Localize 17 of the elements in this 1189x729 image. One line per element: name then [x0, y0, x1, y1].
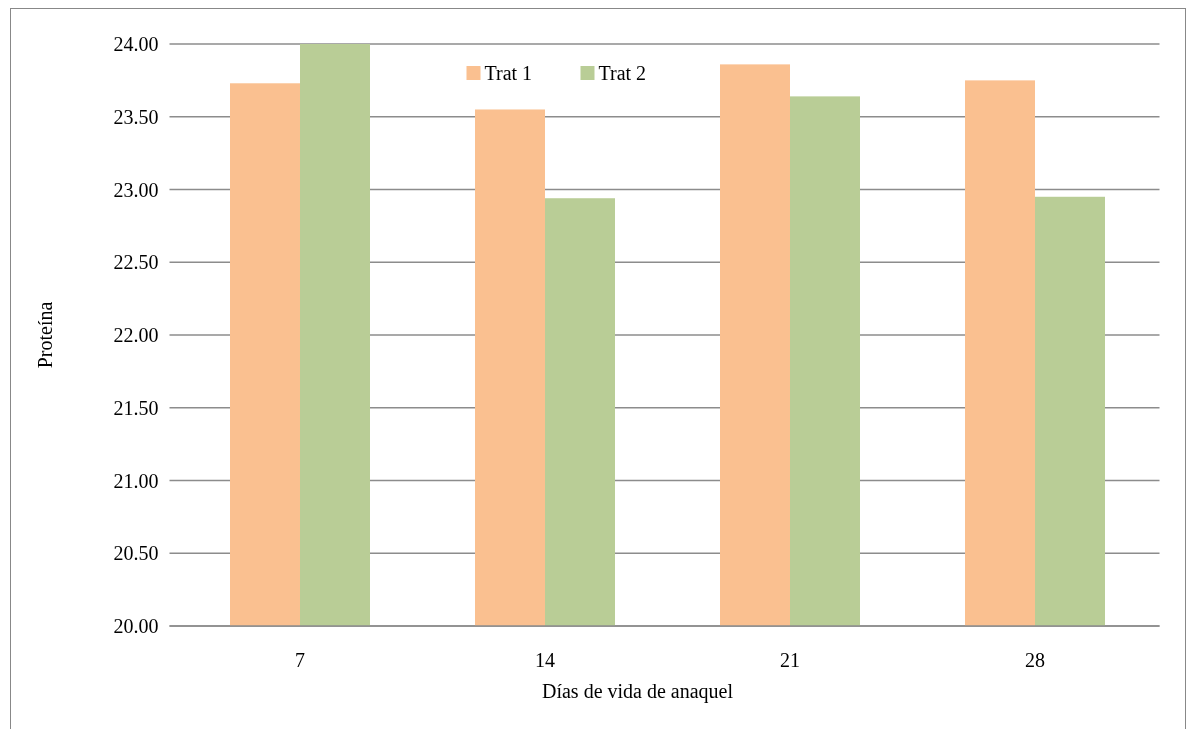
y-axis-title: Proteína [34, 301, 56, 369]
legend-label: Trat 2 [598, 62, 647, 84]
y-tick-label: 21.50 [113, 396, 159, 419]
y-tick-label: 20.50 [113, 542, 159, 565]
x-tick-label: 7 [295, 649, 305, 671]
y-tick-label: 20.00 [113, 615, 159, 637]
y-tick-label: 23.00 [113, 178, 159, 201]
x-tick-label: 21 [780, 649, 800, 671]
x-tick-label: 14 [535, 649, 555, 671]
y-tick-label: 24.00 [113, 33, 159, 55]
y-tick-label: 22.00 [113, 324, 159, 346]
y-tick-label: 21.00 [113, 469, 159, 492]
y-tick-label: 23.50 [113, 105, 159, 128]
x-axis-title: Días de vida de anaquel [541, 680, 734, 703]
x-tick-label: 28 [1025, 649, 1045, 671]
y-tick-label: 22.50 [113, 251, 159, 274]
legend-label: Trat 1 [484, 62, 533, 84]
